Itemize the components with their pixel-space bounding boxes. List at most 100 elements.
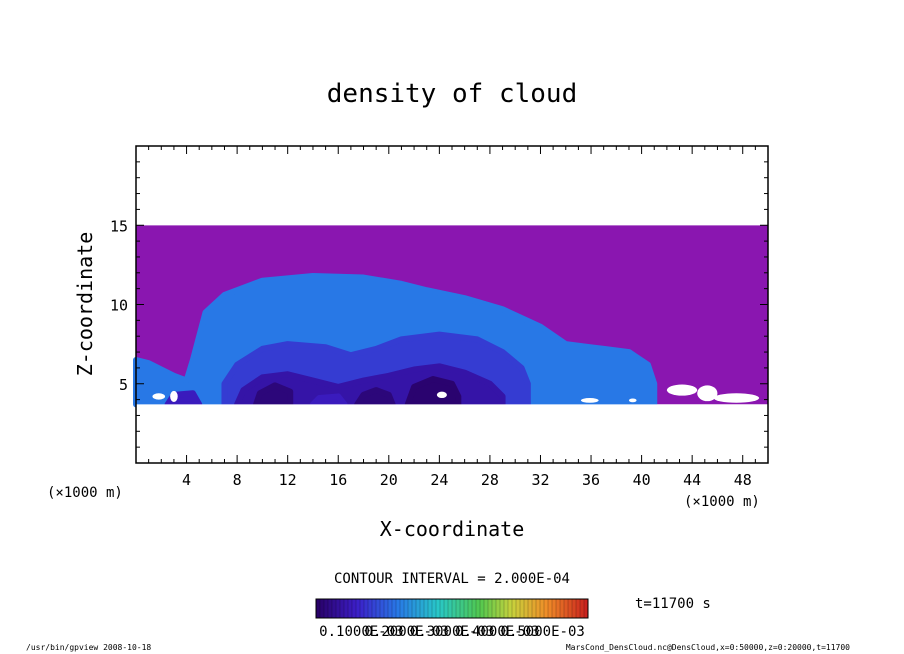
- y-axis-label: Z-coordinate: [73, 232, 97, 377]
- missing-patch-1: [697, 385, 718, 402]
- x-tick-label: 36: [582, 471, 600, 489]
- colorbar-swatch: [384, 599, 389, 618]
- colorbar-swatch: [424, 599, 429, 618]
- x-tick-label: 48: [734, 471, 752, 489]
- contour-interval-label: CONTOUR INTERVAL = 2.000E-04: [334, 571, 570, 587]
- colorbar-swatch: [360, 599, 365, 618]
- colorbar-swatch: [332, 599, 337, 618]
- colorbar-swatch: [464, 599, 469, 618]
- colorbar-swatch: [512, 599, 517, 618]
- colorbar-swatch: [364, 599, 369, 618]
- colorbar-swatch: [480, 599, 485, 618]
- colorbar-swatch: [488, 599, 493, 618]
- missing-patch-0: [666, 384, 698, 396]
- colorbar-swatch: [524, 599, 529, 618]
- colorbar-swatch: [500, 599, 505, 618]
- colorbar-swatch: [432, 599, 437, 618]
- colorbar-swatch: [528, 599, 533, 618]
- colorbar-swatch: [540, 599, 545, 618]
- colorbar-swatch: [504, 599, 509, 618]
- missing-patch-4: [152, 393, 166, 400]
- y-unit-label: (×1000 m): [47, 485, 123, 501]
- colorbar-swatch: [580, 599, 585, 618]
- colorbar: 0.1000E-030.2000E-030.3000E-030.4000E-03…: [315, 598, 589, 640]
- x-tick-label: 20: [380, 471, 398, 489]
- y-tick-label: 10: [110, 297, 128, 315]
- y-tick-label: 5: [119, 376, 128, 394]
- colorbar-swatch: [324, 599, 329, 618]
- colorbar-swatch: [552, 599, 557, 618]
- colorbar-labels: 0.1000E-030.2000E-030.3000E-030.4000E-03…: [319, 624, 585, 640]
- colorbar-swatch: [520, 599, 525, 618]
- field-layer: [133, 225, 768, 408]
- time-label: t=11700 s: [635, 596, 711, 612]
- colorbar-swatch: [548, 599, 553, 618]
- colorbar-swatch: [476, 599, 481, 618]
- x-tick-label: 40: [633, 471, 651, 489]
- colorbar-swatch: [368, 599, 373, 618]
- contour-region-4: [354, 387, 396, 408]
- colorbar-swatch: [428, 599, 433, 618]
- contour-region-7: [309, 393, 348, 408]
- colorbar-swatch: [412, 599, 417, 618]
- colorbar-swatch: [460, 599, 465, 618]
- missing-patch-3: [580, 398, 599, 403]
- colorbar-swatch: [516, 599, 521, 618]
- blank-below-field: [136, 404, 768, 463]
- colorbar-swatch: [316, 599, 321, 618]
- colorbar-swatch: [380, 599, 385, 618]
- colorbar-swatch: [448, 599, 453, 618]
- missing-patch-2: [713, 393, 760, 403]
- colorbar-swatch: [352, 599, 357, 618]
- colorbar-swatch: [344, 599, 349, 618]
- missing-patch-5: [170, 390, 178, 402]
- y-axis-ticks: 5 10 15: [110, 161, 768, 448]
- colorbar-swatch: [472, 599, 477, 618]
- colorbar-swatch: [336, 599, 341, 618]
- x-tick-label: 12: [279, 471, 297, 489]
- colorbar-swatch: [568, 599, 573, 618]
- colorbar-swatch: [320, 599, 325, 618]
- colorbar-swatch: [576, 599, 581, 618]
- colorbar-swatch: [468, 599, 473, 618]
- x-axis-ticks: 4 8 12 16 20 24 28 32 36 40 44 48: [148, 146, 756, 489]
- colorbar-swatch: [496, 599, 501, 618]
- colorbar-swatch: [508, 599, 513, 618]
- colorbar-swatch: [444, 599, 449, 618]
- x-tick-label: 8: [233, 471, 242, 489]
- colorbar-swatch: [584, 599, 589, 618]
- x-tick-label: 24: [430, 471, 448, 489]
- footer-right: MarsCond_DensCloud.nc@DensCloud,x=0:5000…: [566, 643, 850, 652]
- colorbar-swatch: [492, 599, 497, 618]
- colorbar-label: 0.3000E-03: [410, 624, 494, 640]
- missing-patch-6: [436, 391, 447, 399]
- colorbar-swatch: [452, 599, 457, 618]
- colorbar-swatch: [400, 599, 405, 618]
- x-unit-label: (×1000 m): [684, 494, 760, 510]
- colorbar-swatch: [436, 599, 441, 618]
- colorbar-swatch: [416, 599, 421, 618]
- colorbar-swatch: [396, 599, 401, 618]
- x-axis-label: X-coordinate: [380, 517, 525, 541]
- colorbar-swatch: [536, 599, 541, 618]
- colorbar-swatch: [440, 599, 445, 618]
- x-tick-label: 4: [182, 471, 191, 489]
- colorbar-swatch: [340, 599, 345, 618]
- blank-above-field: [136, 146, 768, 226]
- colorbar-swatch: [544, 599, 549, 618]
- x-tick-label: 16: [329, 471, 347, 489]
- colorbar-swatch: [420, 599, 425, 618]
- colorbar-label: 0.1000E-03: [319, 624, 403, 640]
- colorbar-frame: [315, 598, 589, 619]
- colorbar-swatch: [564, 599, 569, 618]
- colorbar-swatch: [556, 599, 561, 618]
- missing-value-patches: [136, 146, 768, 463]
- colorbar-label: 0.4000E-03: [455, 624, 539, 640]
- colorbar-swatch: [572, 599, 577, 618]
- colorbar-swatch: [372, 599, 377, 618]
- x-tick-label: 32: [531, 471, 549, 489]
- colorbar-swatch: [484, 599, 489, 618]
- chart-title: density of cloud: [327, 79, 577, 109]
